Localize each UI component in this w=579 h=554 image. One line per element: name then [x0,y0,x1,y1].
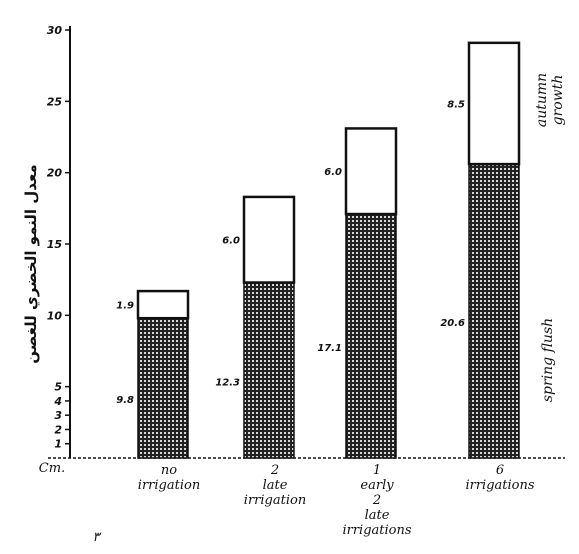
category-label: irrigations [465,478,534,493]
bar-spring-flush [468,163,520,459]
data-label-autumn: 6.0 [222,236,240,247]
category-label: irrigation [244,493,306,508]
side-label-autumn-growth: growth [550,75,566,126]
bar-autumn-growth [467,41,521,166]
y-tick-label: 5 [54,381,62,394]
data-label-autumn: 1.9 [116,301,134,312]
bar-spring-flush [137,317,189,459]
data-label-spring: 17.1 [317,343,342,354]
y-tick-label: 2 [54,423,62,436]
category-label: late [263,478,288,493]
y-tick-label: 10 [47,309,63,322]
bar-autumn-growth [344,127,398,216]
y-tick-label: 3 [54,409,62,422]
bar-spring-flush [243,281,295,459]
y-axis-title: معدل النمو الخضري للغصن [22,164,41,363]
data-label-spring: 9.8 [116,395,134,406]
category-label: irrigations [342,523,411,538]
data-label-autumn: 8.5 [447,99,465,110]
y-tick-label: 15 [47,238,63,251]
corner-mark: ٣ [93,530,102,545]
x-axis-unit-label: Cm. [39,461,65,476]
y-tick-label: 25 [47,95,63,108]
bar-autumn-growth [136,289,190,320]
category-label: 6 [496,463,504,478]
side-label-spring-flush: spring flush [540,318,556,402]
y-tick-label: 30 [47,24,63,37]
category-label: late [365,508,390,523]
category-label: 1 [373,463,381,478]
category-label: 2 [372,493,381,508]
y-tick-label: 1 [54,438,62,451]
y-tick-label: 4 [53,395,62,408]
data-label-spring: 12.3 [215,377,240,388]
category-label: no [161,463,177,478]
category-label: irrigation [138,478,200,493]
side-label-autumn-growth: autumn [534,73,550,127]
data-label-spring: 20.6 [440,318,465,329]
category-label: early [360,478,394,493]
bar-spring-flush [345,213,397,459]
y-tick-label: 20 [47,167,63,180]
data-label-autumn: 6.0 [324,167,342,178]
bar-autumn-growth [242,195,296,284]
category-label: 2 [270,463,279,478]
